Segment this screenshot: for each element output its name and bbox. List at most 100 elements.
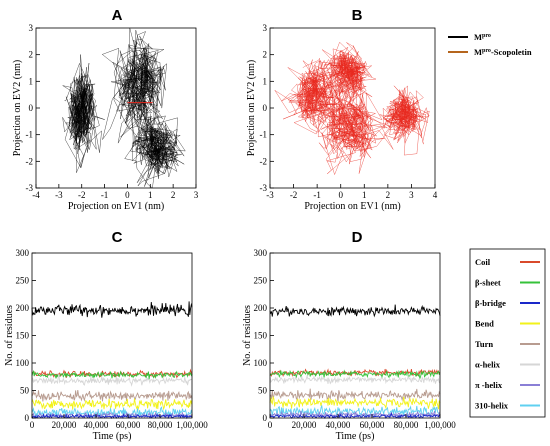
x-tick-label-a-7: 3	[194, 190, 199, 200]
ss-legend-label-1: Coil	[475, 257, 491, 267]
y-axis-title-c: No. of residues	[4, 305, 15, 366]
x-tick-label-d-1: 20,000	[292, 420, 317, 430]
x-tick-label-c-3: 60,000	[116, 420, 141, 430]
ss-plot-c: 0 20,000 40,000 60,000 80,000 1,00,000 0 50 100 1…	[4, 248, 208, 442]
x-tick-label-a-2: -2	[78, 190, 86, 200]
y-tick-label-c-4: 200	[16, 303, 30, 313]
ss-legend-label-5: Turn	[475, 339, 493, 349]
x-tick-label-d-2: 40,000	[326, 420, 351, 430]
x-tick-label-d-3: 60,000	[360, 420, 385, 430]
ss-legend-label-4: Bend	[475, 319, 494, 329]
y-tick-label-c-1: 50	[20, 386, 30, 396]
x-tick-label-b-1: -2	[290, 190, 298, 200]
x-axis-title-b: Projection on EV1 (nm)	[304, 201, 400, 212]
x-tick-label-a-3: -1	[101, 190, 109, 200]
pca-legend-label-scopoletin: Mpro-Scopoletin	[474, 47, 532, 57]
y-axis-title-a: Projection on EV2 (nm)	[12, 60, 23, 156]
series-line-d-8	[269, 410, 441, 419]
x-tick-label-a-1: -3	[55, 190, 63, 200]
pca-legend: Mpro Mpro-Scopoletin	[448, 32, 532, 57]
panel-letter-c: C	[112, 229, 123, 246]
y-tick-label-b-3: 0	[263, 103, 268, 113]
x-axis-title-d: Time (ps)	[336, 431, 375, 442]
series-line-c-4	[31, 373, 193, 387]
y-tick-label-d-6: 300	[254, 248, 268, 258]
y-tick-label-a-3: 0	[29, 103, 34, 113]
x-tick-label-a-0: -4	[32, 190, 40, 200]
y-tick-label-d-3: 150	[254, 331, 268, 341]
x-tick-label-a-5: 1	[148, 190, 153, 200]
y-tick-label-b-4: 1	[263, 76, 268, 86]
trajectory-b-cluster-3	[313, 70, 394, 176]
ss-legend-label-7: π -helix	[475, 380, 503, 390]
trajectory-a-cluster-1	[62, 54, 105, 173]
y-tick-label-a-0: -3	[26, 183, 34, 193]
series-line-d-2	[269, 368, 441, 378]
x-tick-label-a-4: 0	[125, 190, 130, 200]
y-tick-label-c-5: 250	[16, 276, 30, 286]
x-tick-label-c-2: 40,000	[84, 420, 109, 430]
y-tick-label-b-5: 2	[263, 50, 268, 60]
series-line-c-9	[31, 412, 193, 420]
panel-letter-b: B	[352, 7, 363, 24]
series-line-c-1	[31, 301, 193, 318]
panel-letter-a: A	[112, 7, 123, 24]
x-axis-title-c: Time (ps)	[93, 431, 132, 442]
x-tick-label-b-6: 3	[409, 190, 414, 200]
x-tick-label-d-0: 0	[268, 420, 273, 430]
ss-legend-label-3: β-bridge	[475, 298, 506, 308]
y-tick-label-b-2: -1	[260, 130, 268, 140]
pca-plot-b: -3 -2 -1 0 1 2 3 4 -3 -2 -1 0 1 2 3 Projection on EV1 (…	[246, 23, 438, 212]
y-tick-label-d-2: 100	[254, 358, 268, 368]
y-tick-label-b-1: -2	[260, 156, 268, 166]
y-tick-label-a-2: -1	[26, 130, 34, 140]
y-tick-label-a-1: -2	[26, 156, 34, 166]
pca-legend-label-mpro: Mpro	[474, 32, 491, 42]
panel-letter-d: D	[352, 229, 363, 246]
y-tick-label-b-0: -3	[260, 183, 268, 193]
y-axis-title-d: No. of residues	[242, 305, 253, 366]
y-tick-label-d-0: 0	[263, 413, 268, 423]
y-axis-title-b: Projection on EV2 (nm)	[246, 60, 257, 156]
x-tick-label-b-4: 1	[362, 190, 367, 200]
y-tick-label-b-6: 3	[263, 23, 268, 33]
series-line-d-6	[269, 395, 441, 410]
series-line-c-5	[31, 389, 193, 402]
series-line-c-8	[31, 411, 193, 420]
ss-legend: Coil β-sheet β-bridge Bend Turn α-helix π -hel…	[469, 248, 546, 418]
y-tick-label-c-3: 150	[16, 331, 30, 341]
y-tick-label-a-5: 2	[29, 50, 34, 60]
y-tick-label-a-6: 3	[29, 23, 34, 33]
trajectory-a-cluster-2	[101, 27, 168, 153]
series-line-d-3	[269, 369, 441, 380]
trajectory-b-cluster-2	[319, 41, 377, 106]
series-line-d-4	[269, 374, 441, 385]
ss-legend-label-2: β-sheet	[475, 278, 501, 288]
x-tick-label-b-7: 4	[433, 190, 438, 200]
trajectory-b-cluster-4	[379, 85, 430, 156]
y-tick-label-c-0: 0	[25, 413, 30, 423]
series-line-d-1	[269, 304, 441, 318]
series-line-d-7	[269, 405, 441, 418]
x-tick-label-c-4: 80,000	[148, 420, 173, 430]
x-tick-label-b-0: -3	[266, 190, 274, 200]
x-tick-label-d-4: 80,000	[394, 420, 419, 430]
ss-plot-d: 0 20,000 40,000 60,000 80,000 1,00,000 0 50 100 1…	[242, 248, 456, 442]
x-tick-label-a-6: 2	[171, 190, 176, 200]
y-tick-label-c-6: 300	[16, 248, 30, 258]
plot-frame-a	[35, 27, 197, 189]
x-tick-label-b-5: 2	[386, 190, 391, 200]
ss-legend-label-8: 310-helix	[475, 401, 509, 411]
y-tick-label-d-4: 200	[254, 303, 268, 313]
x-tick-label-b-3: 0	[338, 190, 343, 200]
y-tick-label-a-4: 1	[29, 76, 34, 86]
series-line-d-9	[269, 411, 441, 420]
x-axis-title-a: Projection on EV1 (nm)	[68, 201, 164, 212]
plot-frame-c	[31, 252, 193, 419]
ss-legend-label-6: α-helix	[475, 360, 501, 370]
x-tick-label-b-2: -1	[313, 190, 321, 200]
y-tick-label-d-5: 250	[254, 276, 268, 286]
ss-legend-frame	[469, 248, 546, 418]
